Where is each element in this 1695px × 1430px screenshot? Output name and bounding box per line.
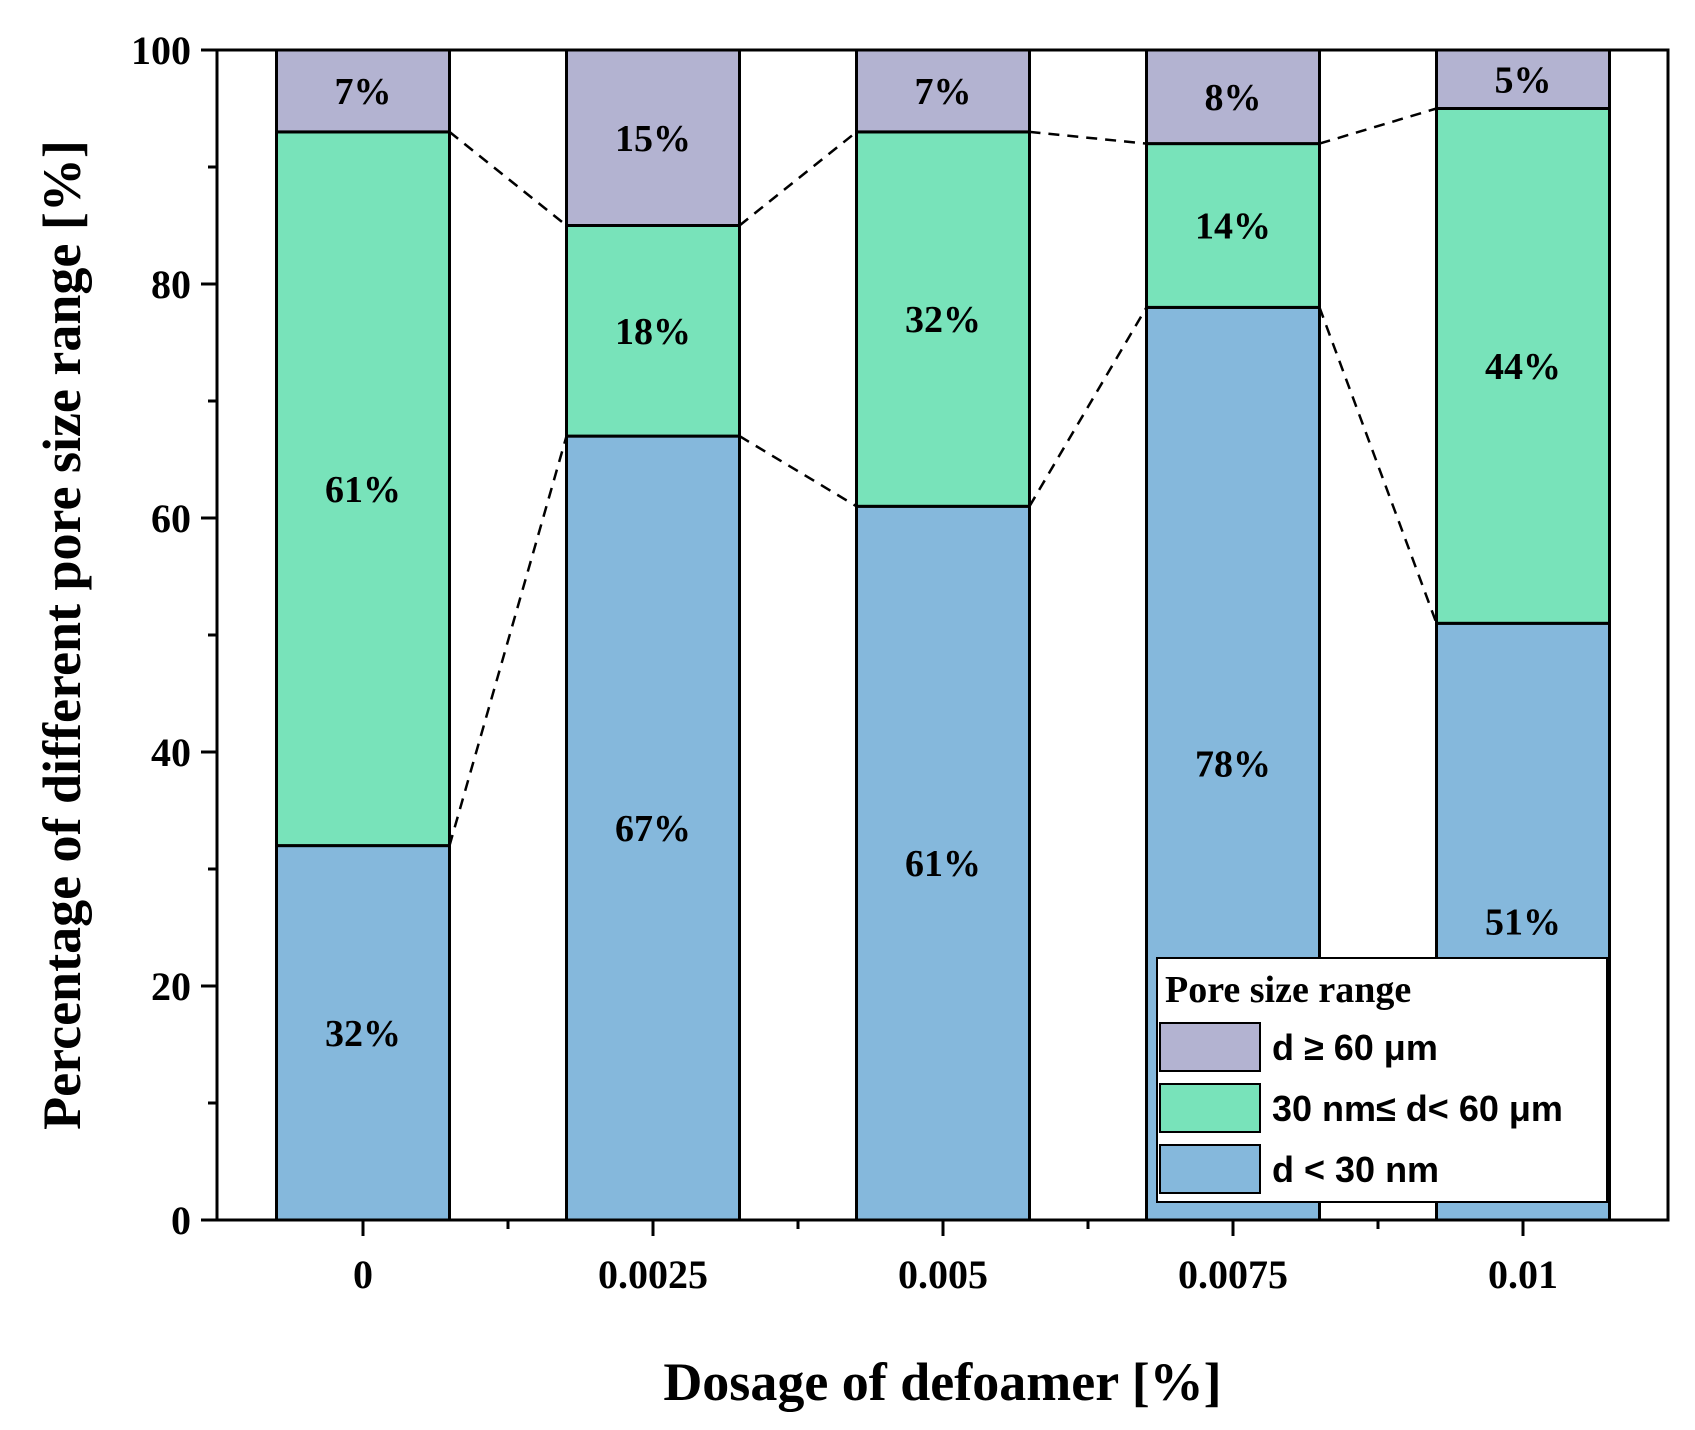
segment-label: 67%: [615, 808, 691, 850]
bar-segment: [855, 48, 1031, 134]
bar-segment: [275, 844, 451, 1222]
legend-entry: d < 30 nm: [1272, 1149, 1439, 1190]
segment-label: 14%: [1195, 206, 1271, 248]
x-axis-title: Dosage of defoamer [%]: [663, 1352, 1221, 1412]
bar-segment: [1435, 107, 1611, 625]
legend-entry: d ≥ 60 μm: [1272, 1027, 1438, 1068]
segment-label: 32%: [905, 299, 981, 341]
segment-label: 51%: [1485, 902, 1561, 944]
segment-label: 18%: [615, 311, 691, 353]
x-tick-label: 0.01: [1488, 1252, 1558, 1297]
connector-line: [448, 130, 568, 227]
y-axis: 0 20 40 60 80 100: [131, 28, 217, 1243]
bar-segment: [275, 130, 451, 848]
bar-segment: [855, 130, 1031, 508]
connector-line: [738, 130, 858, 227]
segment-label: 5%: [1495, 59, 1552, 101]
x-tick-label: 0.0075: [1178, 1252, 1288, 1297]
x-axis: 0 0.0025 0.005 0.0075 0.01: [353, 1220, 1558, 1297]
legend: Pore size range d ≥ 60 μm 30 nm≤ d< 60 μm d…: [1156, 957, 1608, 1203]
segment-label: 61%: [905, 843, 981, 885]
segment-label: 78%: [1195, 744, 1271, 786]
legend-title: Pore size range: [1165, 969, 1411, 1011]
bar-segment: [855, 504, 1031, 1222]
y-tick-label: 100: [131, 28, 191, 73]
y-tick-label: 0: [171, 1198, 191, 1243]
connector-line: [1319, 107, 1437, 145]
segment-label: 61%: [325, 469, 401, 511]
legend-swatch: [1159, 1144, 1261, 1194]
y-tick-label: 80: [151, 262, 191, 307]
segment-label: 7%: [915, 71, 972, 113]
y-tick-label: 40: [151, 730, 191, 775]
connector-line: [1029, 130, 1147, 145]
connector-line: [1028, 306, 1148, 507]
segment-label: 15%: [615, 118, 691, 160]
x-tick-label: 0: [353, 1252, 373, 1297]
segment-label: 8%: [1205, 77, 1262, 119]
y-tick-label: 60: [151, 496, 191, 541]
connector-lines: [448, 107, 1438, 846]
x-tick-label: 0.005: [898, 1252, 988, 1297]
legend-entry: 30 nm≤ d< 60 μm: [1272, 1088, 1563, 1129]
connector-line: [448, 435, 568, 846]
connector-line: [1318, 306, 1438, 624]
x-tick-label: 0.0025: [598, 1252, 708, 1297]
segment-label: 32%: [325, 1013, 401, 1055]
y-tick-label: 20: [151, 964, 191, 1009]
bar-segment: [1145, 48, 1321, 146]
legend-swatch: [1159, 1083, 1261, 1133]
connector-line: [738, 435, 858, 508]
legend-swatch: [1159, 1022, 1261, 1072]
y-axis-title: Percentage of different pore size range …: [32, 140, 92, 1130]
segment-label: 44%: [1485, 346, 1561, 388]
segment-label: 7%: [335, 71, 392, 113]
bar-segment: [1435, 48, 1611, 110]
segment-labels: 32% 61% 7% 67% 18% 15% 61% 32% 7% 78% 14% 8% 51% 44% 5…: [325, 59, 1561, 1055]
